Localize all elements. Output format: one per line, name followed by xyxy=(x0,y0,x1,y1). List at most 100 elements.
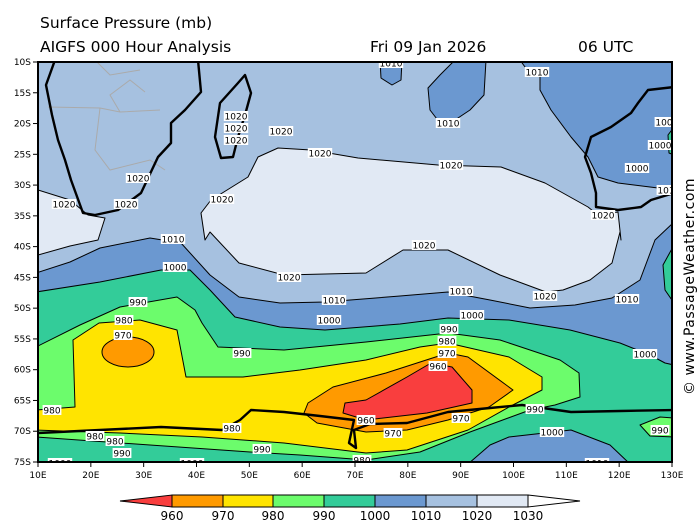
contour-label: 1020 xyxy=(51,199,77,211)
contour-label-text: 1010 xyxy=(586,460,609,470)
contour-label-bg xyxy=(316,315,342,325)
lon-tick-label: 90E xyxy=(452,471,469,481)
contour-label-text: 1020 xyxy=(440,162,463,172)
contour-label-text: 990 xyxy=(233,350,250,360)
contour-label-bg xyxy=(584,458,610,462)
contour-label-bg xyxy=(383,428,403,438)
contour-label-text: 990 xyxy=(526,406,543,416)
contour-label-text: 1020 xyxy=(309,150,332,160)
contour-label-text: 980 xyxy=(106,438,123,448)
madagascar-coastline xyxy=(213,73,253,160)
contour-label: 1010 xyxy=(378,62,404,70)
contour-label: 980 xyxy=(114,315,134,327)
lat-tick-label: 70S xyxy=(14,427,31,437)
colorbar-label: 1020 xyxy=(462,509,493,523)
contour-label-bg xyxy=(113,330,133,340)
contour-label-text: 1010 xyxy=(450,288,473,298)
contour-label: 100 xyxy=(654,117,672,129)
lon-tick-label: 20E xyxy=(82,471,99,481)
contour-label-text: 980 xyxy=(223,425,240,435)
contour-label: 1020 xyxy=(532,291,558,303)
contour-label-text: 1020 xyxy=(127,175,150,185)
contour-label-bg xyxy=(437,348,457,358)
contour-label: 980 xyxy=(437,336,457,348)
contour-label-text: 990 xyxy=(129,299,146,309)
contour-label-bg xyxy=(525,404,545,414)
contour-label-bg xyxy=(162,262,188,272)
contour-label-text: 1000 xyxy=(49,460,72,470)
contour-label: 990 xyxy=(252,444,272,456)
contour-label-bg xyxy=(209,194,235,204)
band-1020-1030-main xyxy=(200,147,622,293)
contour-label: 1000 xyxy=(316,315,342,327)
contour-label-bg xyxy=(268,126,294,136)
contour-label-text: 970 xyxy=(114,332,131,342)
contour-label-bg xyxy=(85,431,105,441)
contour-label-bg xyxy=(51,199,77,209)
contour-label-text: 1010 xyxy=(437,120,460,130)
contour-label-bg xyxy=(654,117,672,127)
contour-label: 990 xyxy=(650,425,670,437)
contour-label-text: 1020 xyxy=(592,212,615,222)
contour-label-bg xyxy=(438,160,464,170)
colorbar-swatch xyxy=(323,494,376,508)
contour-label-text: 960 xyxy=(429,363,446,373)
lon-tick-label: 110E xyxy=(555,471,578,481)
contour-label: 970 xyxy=(383,428,403,440)
contour-label: 1010 xyxy=(160,234,186,246)
contour-label: 970 xyxy=(113,330,133,342)
contour-label: 1020 xyxy=(590,210,616,222)
contour-label-text: 990 xyxy=(253,446,270,456)
contour-label-text: 970 xyxy=(438,350,455,360)
colorbar-label: 990 xyxy=(313,509,336,523)
contour-label-text: 980 xyxy=(86,433,103,443)
lon-tick-label: 80E xyxy=(399,471,416,481)
colorbar-label: 1010 xyxy=(411,509,442,523)
band-960-970-west xyxy=(101,336,155,368)
contour-label-bg xyxy=(232,348,252,358)
contour-label: 970 xyxy=(451,413,471,425)
contour-label-text: 1010 xyxy=(323,297,346,307)
colorbar-label: 960 xyxy=(161,509,184,523)
contour-label: 980 xyxy=(42,405,62,417)
contour-label-text: 1020 xyxy=(53,201,76,211)
colorbar-above-1030 xyxy=(527,494,581,508)
band-990-1000-east xyxy=(662,247,672,301)
contour-label-bg xyxy=(532,291,558,301)
lat-tick-label: 45S xyxy=(14,273,31,283)
contour-label-bg xyxy=(352,455,372,462)
band-1000-1010-antarctic xyxy=(469,429,629,462)
contour-label-text: 1020 xyxy=(211,196,234,206)
contour-label: 1000 xyxy=(647,140,672,152)
model-run-label: AIGFS 000 Hour Analysis xyxy=(40,38,231,56)
contour-label-bg xyxy=(125,173,151,183)
map-title: Surface Pressure (mb) xyxy=(40,14,212,32)
contour-label-bg xyxy=(113,199,139,209)
contour-label: 980 xyxy=(352,455,372,467)
colorbar-swatch xyxy=(425,494,478,508)
contour-label-text: 1020 xyxy=(225,137,248,147)
contour-label-bg xyxy=(105,436,125,446)
contour-label-text: 980 xyxy=(353,457,370,467)
contour-label-bg xyxy=(179,458,205,462)
contour-label-bg xyxy=(378,62,404,68)
contour-label: 1020 xyxy=(223,135,249,147)
contour-label-bg xyxy=(222,423,242,433)
contour-label: 1020 xyxy=(209,194,235,206)
lat-tick-label: 25S xyxy=(14,150,31,160)
contour-label: 101 xyxy=(656,185,672,197)
contour-label-bg xyxy=(321,295,347,305)
contour-label: 980 xyxy=(85,431,105,443)
contour-label-text: 970 xyxy=(452,415,469,425)
contour-label: 1000 xyxy=(162,262,188,274)
contour-label-text: 1000 xyxy=(318,317,341,327)
lon-tick-label: 50E xyxy=(241,471,258,481)
lon-tick-label: 60E xyxy=(294,471,311,481)
contour-label: 1020 xyxy=(223,123,249,135)
colorbar-swatch xyxy=(222,494,274,508)
contour-label: 990 xyxy=(232,348,252,360)
lat-tick-label: 30S xyxy=(14,181,31,191)
contour-label: 1010 xyxy=(448,286,474,298)
contour-label: 1000 xyxy=(632,349,658,361)
country-borders xyxy=(47,62,166,171)
